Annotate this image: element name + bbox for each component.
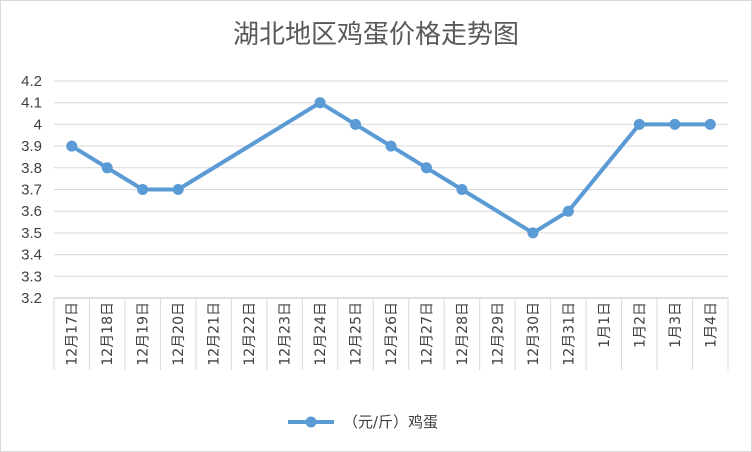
y-tick-label: 3.7 [21, 182, 42, 199]
x-tick-label: 12月22日 [242, 302, 258, 366]
y-tick-label: 3.2 [21, 290, 42, 307]
data-point [385, 140, 397, 152]
data-point [669, 118, 681, 130]
data-point [456, 184, 468, 195]
x-tick-label: 12月21日 [207, 302, 223, 366]
y-axis: 3.2 3.3 3.4 3.5 3.6 3.7 3.8 3.9 4 4.1 4.2 [21, 73, 42, 307]
x-tick-label: 1月3日 [668, 302, 684, 348]
series-line [69, 100, 713, 235]
y-tick-label: 4.2 [21, 73, 42, 90]
y-tick-label: 3.6 [21, 203, 42, 220]
data-point [350, 118, 362, 130]
x-tick-label: 12月25日 [349, 302, 365, 366]
y-tick-label: 3.8 [21, 160, 42, 177]
legend: （元/斤）鸡蛋 [288, 413, 438, 431]
x-tick-label: 12月30日 [526, 302, 542, 366]
data-point [704, 118, 716, 130]
y-tick-label: 3.3 [21, 268, 42, 285]
x-tick-label: 12月29日 [490, 302, 506, 366]
x-tick-label: 12月17日 [65, 302, 81, 366]
x-tick-label: 12月19日 [136, 302, 152, 366]
data-point [562, 205, 574, 217]
y-tick-label: 3.9 [21, 138, 42, 155]
y-tick-label: 3.5 [21, 225, 42, 242]
data-point [172, 184, 184, 195]
data-point [633, 118, 645, 130]
legend-marker [305, 416, 317, 428]
data-point [101, 162, 113, 174]
y-tick-label: 3.4 [21, 247, 42, 264]
x-tick-label: 12月20日 [171, 302, 187, 366]
y-tick-label: 4.1 [21, 95, 42, 112]
data-point [527, 227, 539, 239]
x-tick-label: 12月31日 [561, 302, 577, 366]
x-axis: 12月17日 12月18日 12月19日 12月20日 12月21日 12月22日 12月2… [53, 298, 729, 370]
x-tick-label: 1月4日 [703, 302, 719, 348]
x-tick-label: 1月2日 [632, 302, 648, 348]
x-tick-label: 12月28日 [455, 302, 471, 366]
y-tick-label: 4 [34, 116, 42, 133]
chart-title: 湖北地区鸡蛋价格走势图 [233, 20, 519, 50]
x-tick-label: 1月1日 [597, 302, 613, 348]
x-tick-label: 12月23日 [278, 302, 294, 366]
data-point [420, 162, 432, 174]
data-point [137, 184, 149, 195]
x-tick-label: 12月24日 [313, 302, 329, 366]
x-tick-label: 12月26日 [384, 302, 400, 366]
series-group [66, 97, 716, 239]
data-point [66, 140, 78, 152]
x-tick-label: 12月18日 [100, 302, 116, 366]
x-tick-label: 12月27日 [419, 302, 435, 366]
data-point [314, 97, 326, 109]
legend-label: （元/斤）鸡蛋 [343, 413, 438, 431]
